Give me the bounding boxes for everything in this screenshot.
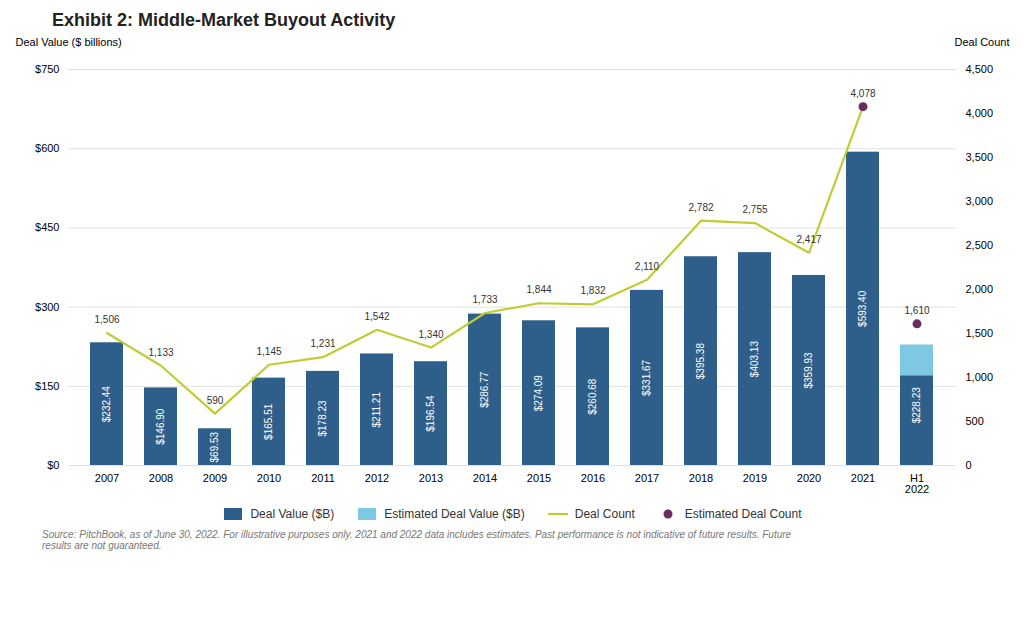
svg-text:H12022: H12022 bbox=[905, 472, 929, 495]
svg-text:2021: 2021 bbox=[851, 472, 875, 484]
svg-text:$260.68: $260.68 bbox=[587, 378, 598, 415]
svg-text:1,000: 1,000 bbox=[966, 371, 994, 383]
svg-text:2018: 2018 bbox=[689, 472, 713, 484]
svg-text:$146.90: $146.90 bbox=[155, 408, 166, 445]
svg-text:2013: 2013 bbox=[419, 472, 443, 484]
svg-text:$150: $150 bbox=[35, 380, 59, 392]
svg-text:2007: 2007 bbox=[95, 472, 119, 484]
svg-text:$750: $750 bbox=[35, 63, 59, 75]
svg-text:1,610: 1,610 bbox=[904, 305, 929, 316]
svg-text:2017: 2017 bbox=[635, 472, 659, 484]
svg-text:1,145: 1,145 bbox=[256, 346, 281, 357]
svg-text:$450: $450 bbox=[35, 221, 59, 233]
svg-text:2015: 2015 bbox=[527, 472, 551, 484]
svg-text:1,733: 1,733 bbox=[472, 294, 497, 305]
svg-text:1,832: 1,832 bbox=[580, 285, 605, 296]
svg-text:2012: 2012 bbox=[365, 472, 389, 484]
svg-text:2019: 2019 bbox=[743, 472, 767, 484]
html-text:Estimated Deal Value ($B): Estimated Deal Value ($B) bbox=[384, 507, 525, 521]
svg-text:$228.23: $228.23 bbox=[911, 387, 922, 424]
svg-text:2010: 2010 bbox=[257, 472, 281, 484]
svg-text:$178.23: $178.23 bbox=[317, 400, 328, 437]
svg-text:4,000: 4,000 bbox=[966, 107, 994, 119]
svg-text:$359.93: $359.93 bbox=[803, 352, 814, 389]
svg-text:0: 0 bbox=[966, 459, 972, 471]
html-text:Estimated Deal Count: Estimated Deal Count bbox=[684, 507, 802, 521]
svg-text:4,500: 4,500 bbox=[966, 63, 994, 75]
svg-text:$593.40: $593.40 bbox=[857, 290, 868, 327]
svg-text:$69.53: $69.53 bbox=[209, 431, 220, 462]
svg-text:2,110: 2,110 bbox=[635, 261, 660, 272]
svg-text:$232.44: $232.44 bbox=[101, 386, 112, 423]
svg-text:2,417: 2,417 bbox=[796, 234, 821, 245]
svg-text:$331.67: $331.67 bbox=[641, 359, 652, 396]
svg-text:$286.77: $286.77 bbox=[479, 371, 490, 408]
svg-text:2,755: 2,755 bbox=[742, 204, 767, 215]
html-text:Exhibit 2: Middle-Market Buyou: Exhibit 2: Middle-Market Buyout Activity bbox=[52, 10, 396, 30]
svg-text:2008: 2008 bbox=[149, 472, 173, 484]
svg-text:2,500: 2,500 bbox=[966, 239, 994, 251]
svg-text:$0: $0 bbox=[47, 459, 59, 471]
svg-text:590: 590 bbox=[207, 395, 224, 406]
svg-text:$600: $600 bbox=[35, 142, 59, 154]
svg-text:1,500: 1,500 bbox=[966, 327, 994, 339]
svg-text:$211.21: $211.21 bbox=[371, 392, 382, 428]
svg-text:1,133: 1,133 bbox=[148, 347, 173, 358]
svg-text:2,000: 2,000 bbox=[966, 283, 994, 295]
svg-text:$274.09: $274.09 bbox=[533, 375, 544, 412]
svg-text:1,506: 1,506 bbox=[94, 314, 119, 325]
svg-text:$300: $300 bbox=[35, 301, 59, 313]
svg-text:Deal Value ($ billions): Deal Value ($ billions) bbox=[16, 36, 122, 48]
svg-text:3,000: 3,000 bbox=[966, 195, 994, 207]
svg-text:$196.54: $196.54 bbox=[425, 395, 436, 432]
svg-text:1,542: 1,542 bbox=[364, 311, 389, 322]
svg-text:$403.13: $403.13 bbox=[749, 341, 760, 378]
svg-text:1,231: 1,231 bbox=[310, 338, 335, 349]
svg-text:$165.51: $165.51 bbox=[263, 403, 274, 440]
svg-text:2011: 2011 bbox=[311, 472, 335, 484]
svg-text:2009: 2009 bbox=[203, 472, 227, 484]
svg-text:3,500: 3,500 bbox=[966, 151, 994, 163]
svg-text:Deal Count: Deal Count bbox=[954, 36, 1009, 48]
svg-text:2,782: 2,782 bbox=[688, 202, 713, 213]
svg-text:2016: 2016 bbox=[581, 472, 605, 484]
svg-text:2020: 2020 bbox=[797, 472, 821, 484]
html-text:Deal Value ($B): Deal Value ($B) bbox=[250, 507, 335, 521]
svg-text:1,844: 1,844 bbox=[526, 284, 551, 295]
svg-text:1,340: 1,340 bbox=[418, 329, 443, 340]
svg-text:4,078: 4,078 bbox=[850, 88, 875, 99]
svg-text:$395.38: $395.38 bbox=[695, 343, 706, 380]
svg-text:500: 500 bbox=[966, 415, 984, 427]
svg-text:2014: 2014 bbox=[473, 472, 497, 484]
html-text:Source: PitchBook, as of June: Source: PitchBook, as of June 30, 2022. … bbox=[42, 529, 792, 551]
html-text:Deal Count: Deal Count bbox=[574, 507, 635, 521]
